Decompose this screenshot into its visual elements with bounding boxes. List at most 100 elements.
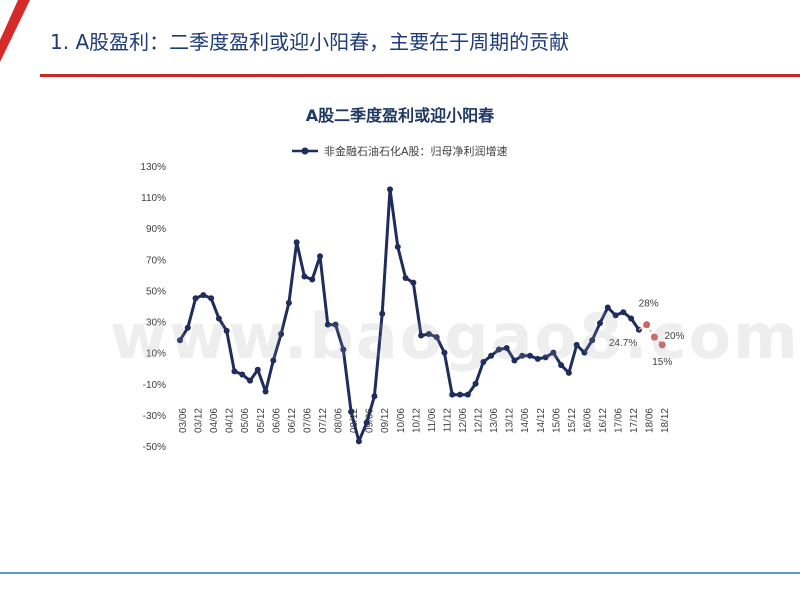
- data-point: [573, 341, 580, 348]
- data-point: [402, 275, 409, 281]
- x-tick-label: 05/06: [240, 408, 251, 433]
- x-tick-label: 10/06: [396, 408, 407, 433]
- data-point: [565, 369, 572, 376]
- y-tick-label: -30%: [143, 411, 166, 422]
- data-point: [503, 345, 510, 351]
- data-point: [511, 357, 518, 364]
- data-point: [363, 419, 370, 426]
- forecast-label: 28%: [639, 299, 659, 310]
- x-tick-label: 16/06: [582, 408, 593, 433]
- y-tick-label: -50%: [143, 442, 166, 453]
- forecast-label: 20%: [664, 331, 684, 342]
- data-point: [200, 292, 207, 299]
- x-tick-label: 03/06: [178, 408, 189, 433]
- data-point: [324, 321, 331, 328]
- x-tick-label: 12/06: [458, 408, 469, 433]
- data-point: [480, 359, 487, 365]
- data-point: [457, 391, 463, 398]
- data-point: [589, 337, 596, 344]
- data-point: [495, 346, 502, 353]
- legend-marker: [301, 147, 309, 155]
- x-tick-label: 17/12: [629, 408, 640, 433]
- x-tick-label: 07/12: [318, 408, 329, 433]
- data-point: [379, 310, 386, 317]
- data-point: [301, 273, 308, 280]
- data-point: [410, 279, 417, 286]
- data-point: [519, 352, 526, 359]
- data-point: [581, 349, 588, 356]
- x-tick-label: 13/06: [489, 408, 500, 433]
- data-point: [332, 321, 339, 328]
- data-point: [387, 186, 393, 193]
- data-point: [371, 393, 378, 400]
- data-point: [231, 368, 238, 375]
- data-point: [262, 388, 269, 395]
- y-tick-label: 50%: [146, 286, 166, 297]
- y-tick-label: 30%: [146, 318, 166, 329]
- data-point: [628, 315, 635, 322]
- data-point: [418, 332, 425, 339]
- x-tick-label: 04/06: [209, 408, 220, 433]
- header-divider: [40, 74, 800, 77]
- x-tick-label: 09/12: [380, 408, 391, 433]
- data-point: [472, 380, 479, 387]
- page-title: 1. A股盈利：二季度盈利或迎小阳春，主要在于周期的贡献: [50, 30, 570, 54]
- data-point: [527, 352, 533, 359]
- x-tick-label: 17/06: [614, 408, 625, 433]
- footer-divider: [0, 572, 800, 574]
- forecast-label: 24.7%: [609, 338, 637, 349]
- data-point: [223, 327, 230, 334]
- data-point: [285, 299, 292, 306]
- forecast-point: [650, 333, 658, 341]
- x-tick-label: 15/06: [551, 408, 562, 433]
- y-tick-label: 70%: [146, 255, 166, 266]
- forecast-line: [638, 323, 663, 346]
- x-tick-label: 06/06: [271, 408, 282, 433]
- x-tick-label: 06/12: [287, 408, 298, 433]
- data-point: [449, 391, 456, 398]
- data-point: [620, 309, 627, 316]
- x-tick-label: 03/12: [194, 408, 205, 433]
- data-point: [239, 371, 246, 378]
- data-point: [192, 295, 199, 302]
- x-tick-label: 10/12: [411, 408, 422, 433]
- forecast-point: [643, 321, 651, 329]
- data-point: [425, 331, 432, 337]
- data-point: [441, 349, 448, 356]
- data-point: [348, 408, 355, 415]
- data-point: [355, 438, 362, 445]
- x-tick-label: 14/12: [536, 408, 547, 433]
- data-point: [293, 239, 300, 246]
- data-point: [597, 320, 603, 327]
- x-tick-label: 18/06: [645, 408, 656, 433]
- x-tick-label: 15/12: [567, 408, 578, 433]
- data-point: [309, 276, 316, 283]
- data-point: [340, 346, 347, 353]
- y-tick-label: 130%: [140, 162, 166, 173]
- data-point: [270, 357, 277, 364]
- x-tick-label: 18/12: [660, 408, 671, 433]
- y-tick-label: 10%: [146, 349, 166, 360]
- x-tick-label: 13/12: [505, 408, 516, 433]
- legend-label: 非金融石油石化A股：归母净利润增速: [324, 144, 508, 158]
- data-point: [278, 331, 285, 337]
- data-point: [184, 324, 191, 331]
- corner-accent-inner: [0, 0, 18, 40]
- data-point: [604, 304, 611, 311]
- x-tick-label: 08/06: [334, 408, 345, 433]
- x-tick-label: 04/12: [225, 408, 236, 433]
- y-tick-label: 90%: [146, 224, 166, 235]
- data-point: [177, 337, 183, 344]
- chart-title: A股二季度盈利或迎小阳春: [305, 106, 495, 125]
- forecast-point: [658, 341, 666, 349]
- data-point: [215, 315, 222, 322]
- data-point: [542, 354, 549, 361]
- x-tick-label: 12/12: [474, 408, 485, 433]
- data-point: [558, 362, 565, 369]
- x-tick-label: 05/12: [256, 408, 267, 433]
- x-tick-label: 07/06: [302, 408, 313, 433]
- data-point: [464, 391, 471, 398]
- x-tick-label: 11/12: [442, 408, 453, 433]
- x-tick-label: 11/06: [427, 408, 438, 433]
- data-point: [254, 366, 261, 373]
